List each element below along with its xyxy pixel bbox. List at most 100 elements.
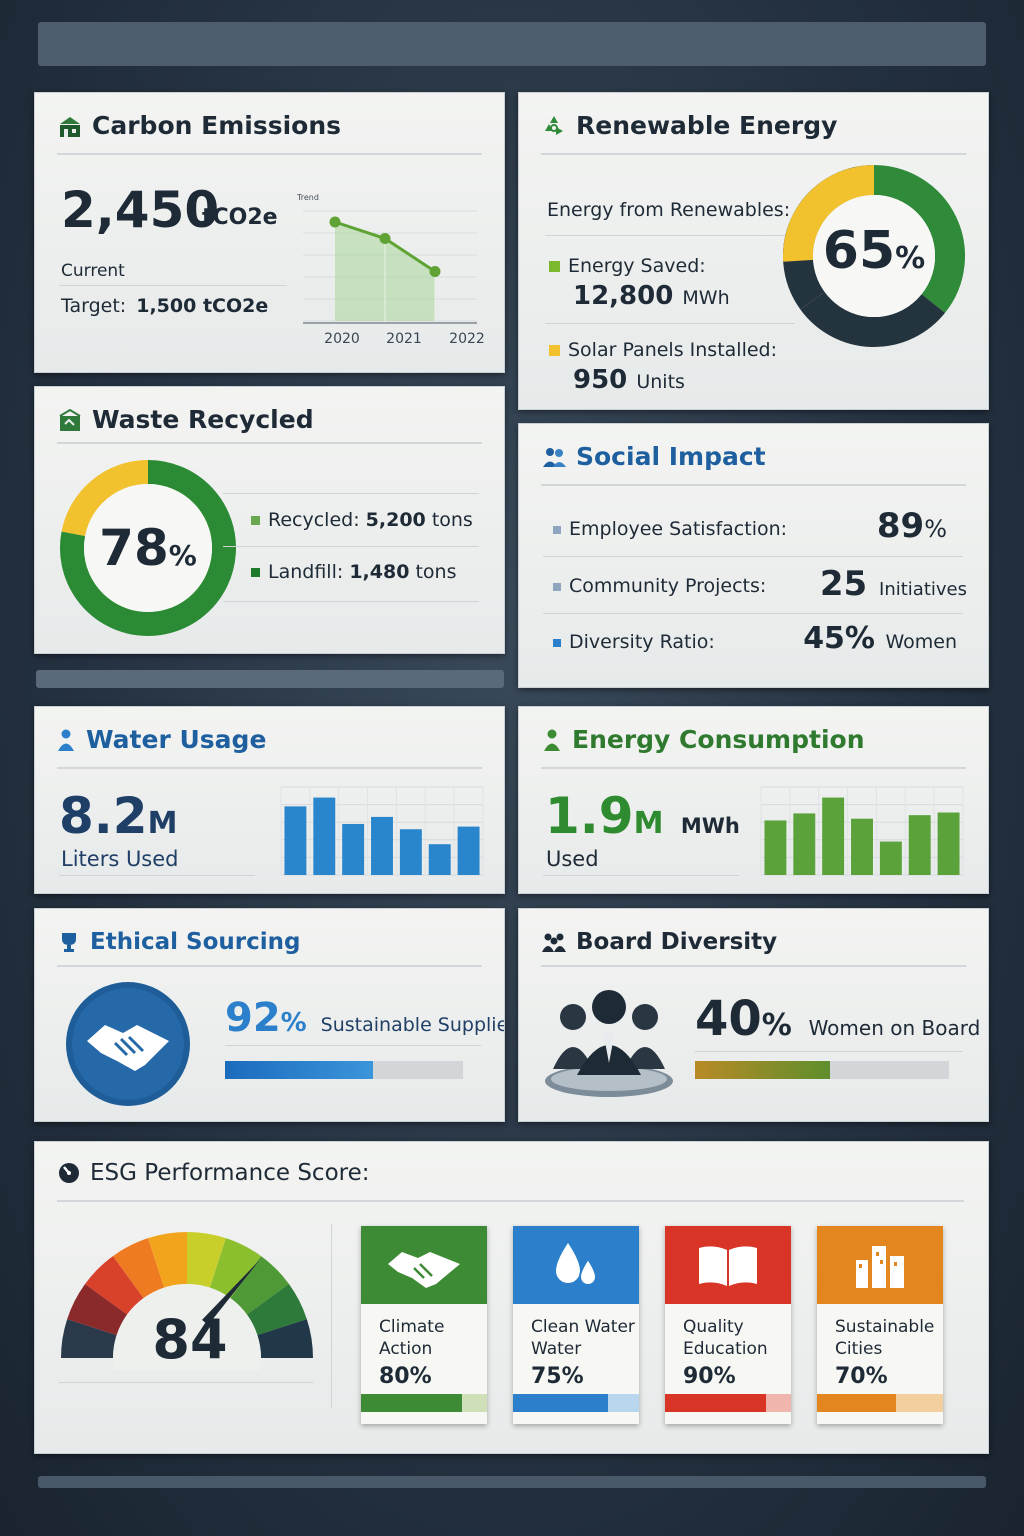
energy-title-text: Energy Consumption <box>572 725 865 754</box>
energy-value: 1.9M MWh <box>545 787 740 845</box>
landfill-row: Landfill: 1,480 tons <box>251 561 456 583</box>
bullet <box>553 638 561 647</box>
renewable-energy-card: Renewable Energy Energy from Renewables:… <box>518 92 989 410</box>
divider <box>545 323 795 324</box>
divider <box>59 285 287 286</box>
factory-icon <box>57 114 83 138</box>
title-divider <box>541 153 966 155</box>
water-usage-title: Water Usage <box>55 725 266 754</box>
book-icon <box>693 1240 763 1290</box>
gauge-center <box>113 1284 261 1370</box>
sdg-goal-label: Sustainable Cities <box>835 1316 934 1360</box>
sdg-goal-progress-fill <box>665 1394 766 1412</box>
trophy-icon <box>57 931 81 953</box>
bar <box>937 812 960 875</box>
carbon-target: Target: 1,500 tCO2e <box>61 295 268 317</box>
sdg-goal-header <box>665 1226 791 1304</box>
gauge-segment <box>187 1232 226 1288</box>
social-row-value: 89% <box>876 506 947 546</box>
energy-consumption-card: Energy Consumption 1.9M MWh Used <box>518 706 989 894</box>
waste-donut-chart <box>60 460 236 636</box>
social-title-text: Social Impact <box>576 442 766 471</box>
sdg-goal-percent: 70% <box>835 1364 888 1389</box>
recycle-icon <box>541 113 567 139</box>
renewable-energy-title: Renewable Energy <box>541 111 837 140</box>
carbon-trend-chart: Trend 2020 2021 2022 <box>297 193 485 347</box>
vertical-divider <box>331 1224 332 1408</box>
gauge-icon <box>57 1161 81 1185</box>
energy-saved-label: Energy Saved: <box>549 255 706 277</box>
sdg-goal-label: Clean Water Water <box>531 1316 635 1360</box>
sdg-goal-header <box>513 1226 639 1304</box>
sdg-goal-header <box>817 1226 943 1304</box>
waste-recycled-title: Waste Recycled <box>57 405 314 434</box>
gauge-segment <box>148 1232 187 1288</box>
title-divider <box>541 484 966 486</box>
esg-performance-card: ESG Performance Score: 84 Climate Action… <box>34 1141 989 1454</box>
board-title-text: Board Diversity <box>576 929 778 955</box>
sdg-goal-progress-bar <box>665 1394 791 1412</box>
renewable-title-text: Renewable Energy <box>576 111 838 140</box>
water-sub-label: Liters Used <box>61 847 179 871</box>
energy-sub-label: Used <box>546 847 599 871</box>
social-row-value: 45% Women <box>803 621 957 656</box>
chart-title: Trend <box>297 193 319 202</box>
waste-percent: 78% <box>99 519 197 577</box>
legend-square <box>251 516 260 525</box>
section-divider-bar <box>36 670 504 688</box>
social-row-value: 25 Initiatives <box>819 564 967 604</box>
energy-bar-chart <box>760 786 964 876</box>
title-divider <box>57 965 482 967</box>
carbon-target-label: Target: <box>61 295 127 317</box>
carbon-emissions-card: Carbon Emissions 2,450 tCO2e Current Tar… <box>34 92 505 373</box>
sdg-goal-progress-fill <box>513 1394 608 1412</box>
board-progress-bar <box>695 1061 949 1079</box>
divider <box>545 235 785 236</box>
sdg-goal-card: Climate Action 80% <box>361 1226 487 1424</box>
group-icon <box>541 931 567 953</box>
solar-panels-label: Solar Panels Installed: <box>549 339 777 361</box>
water-bar-chart <box>280 786 484 876</box>
bottom-bar <box>38 1476 986 1488</box>
donut-center <box>813 195 935 317</box>
donut-segment-green <box>873 165 965 313</box>
bar <box>428 844 451 875</box>
ethical-percent: 92% Sustainable Suppliers <box>225 995 504 1041</box>
gauge-segment <box>209 1238 262 1299</box>
gauge-needle <box>202 1259 261 1326</box>
gauge-segment <box>61 1319 117 1358</box>
title-divider <box>541 767 966 769</box>
gauge-segment <box>257 1319 313 1358</box>
bar <box>851 818 873 875</box>
esg-score: 84 <box>152 1308 228 1371</box>
divider <box>59 1382 313 1383</box>
energy-consumption-title: Energy Consumption <box>541 725 865 754</box>
ethical-title-text: Ethical Sourcing <box>90 929 301 955</box>
sdg-goal-percent: 80% <box>379 1364 432 1389</box>
sdg-goal-percent: 90% <box>683 1364 736 1389</box>
person-icon <box>541 728 563 752</box>
legend-square <box>549 261 560 272</box>
carbon-value: 2,450 <box>61 181 220 239</box>
sdg-goal-progress-fill <box>361 1394 462 1412</box>
donut-segment-dark <box>800 291 946 347</box>
handshake-icon <box>384 1240 464 1290</box>
bar <box>764 820 787 875</box>
social-row-label: Diversity Ratio: <box>553 631 715 653</box>
trend-point <box>429 266 441 277</box>
sdg-goal-progress-fill <box>817 1394 897 1412</box>
bullet <box>553 525 561 534</box>
carbon-emissions-title: Carbon Emissions <box>57 111 341 140</box>
board-percent: 40% Women on Board <box>695 991 981 1047</box>
sdg-goal-progress-bar <box>361 1394 487 1412</box>
sdg-goal-line1: Sustainable <box>835 1317 935 1337</box>
sdg-goal-card: Clean Water Water 75% <box>513 1226 639 1424</box>
title-divider <box>57 767 482 769</box>
recycling-bin-icon <box>57 408 83 432</box>
bullet <box>553 582 561 591</box>
social-row-label: Community Projects: <box>553 575 766 597</box>
sdg-goal-card: Sustainable Cities 70% <box>817 1226 943 1424</box>
title-divider <box>57 153 482 155</box>
sdg-goal-line1: Clean Water <box>531 1317 635 1337</box>
renewable-donut-chart <box>783 165 965 347</box>
